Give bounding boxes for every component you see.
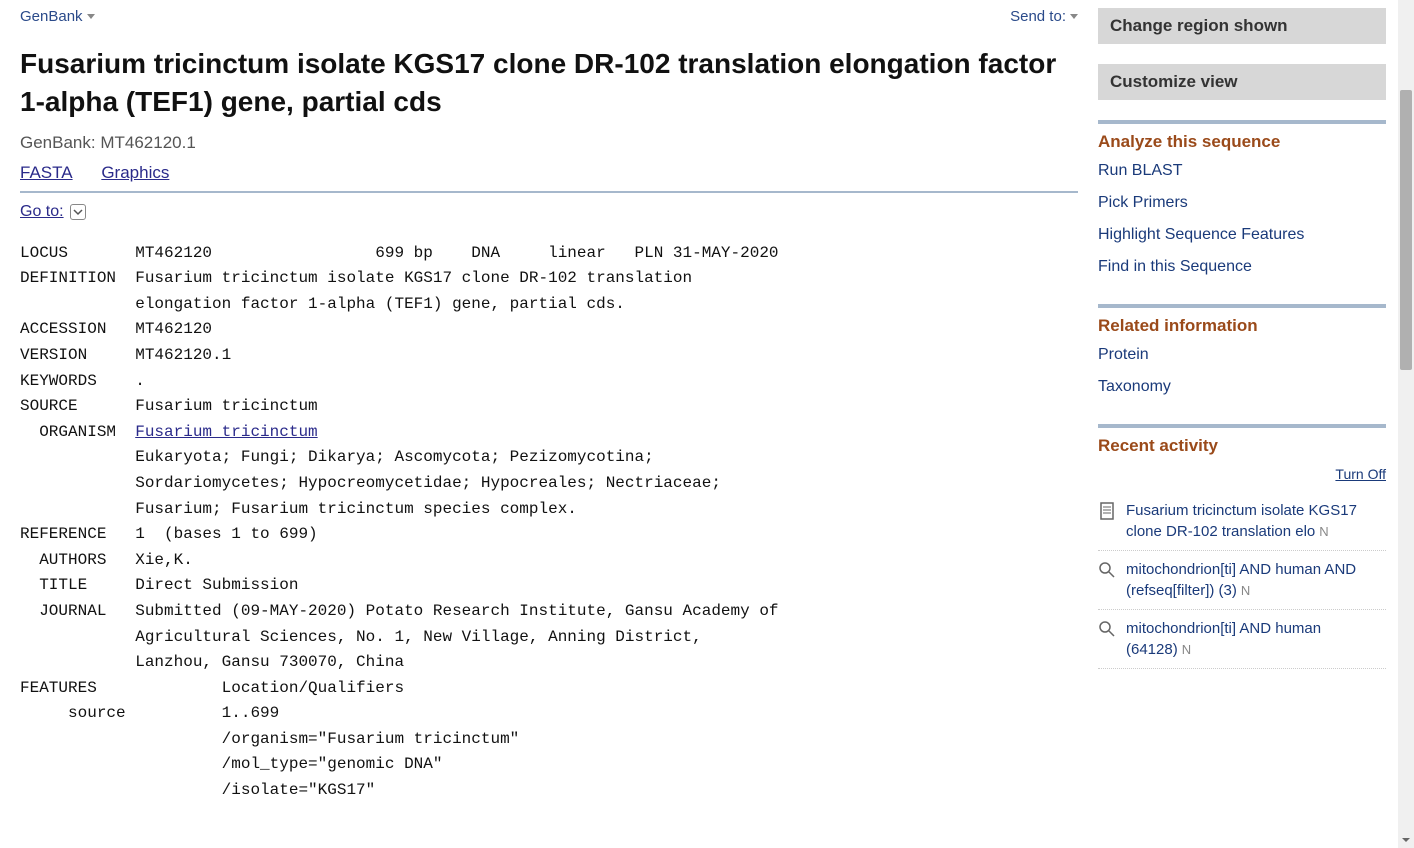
format-links: FASTA Graphics [20, 163, 1078, 183]
scrollbar[interactable] [1398, 0, 1414, 848]
search-icon [1098, 620, 1116, 638]
main-content: GenBank Send to: Fusarium tricinctum iso… [0, 0, 1098, 848]
scrollbar-thumb[interactable] [1400, 90, 1412, 370]
recent-section: Recent activity Turn Off Fusarium tricin… [1098, 424, 1386, 669]
recent-heading: Recent activity [1098, 436, 1386, 456]
protein-link[interactable]: Protein [1098, 346, 1149, 363]
scroll-down-icon[interactable] [1398, 832, 1414, 848]
graphics-link[interactable]: Graphics [101, 163, 169, 182]
recent-item[interactable]: mitochondrion[ti] AND human AND (refseq[… [1098, 551, 1386, 610]
document-icon [1098, 502, 1116, 520]
send-to-dropdown[interactable]: Send to: [1010, 8, 1078, 25]
format-send-row: GenBank Send to: [20, 8, 1078, 25]
divider [20, 191, 1078, 193]
recent-link[interactable]: mitochondrion[ti] AND human (64128) [1126, 620, 1321, 658]
chevron-down-icon [87, 14, 95, 19]
change-region-panel[interactable]: Change region shown [1098, 8, 1386, 44]
search-icon [1098, 561, 1116, 579]
recent-item[interactable]: mitochondrion[ti] AND human (64128)N [1098, 610, 1386, 669]
sidebar: Change region shown Customize view Analy… [1098, 0, 1398, 848]
page-title: Fusarium tricinctum isolate KGS17 clone … [20, 45, 1078, 121]
analyze-section: Analyze this sequence Run BLAST Pick Pri… [1098, 120, 1386, 276]
organism-link[interactable]: Fusarium tricinctum [135, 423, 317, 441]
accession-subtitle: GenBank: MT462120.1 [20, 133, 1078, 153]
pick-primers-link[interactable]: Pick Primers [1098, 194, 1188, 211]
related-section: Related information Protein Taxonomy [1098, 304, 1386, 396]
run-blast-link[interactable]: Run BLAST [1098, 162, 1182, 179]
format-dropdown[interactable]: GenBank [20, 8, 95, 25]
goto-dropdown[interactable]: Go to: [20, 203, 1078, 221]
taxonomy-link[interactable]: Taxonomy [1098, 378, 1171, 395]
genbank-record: LOCUS MT462120 699 bp DNA linear PLN 31-… [20, 241, 1078, 804]
chevron-down-icon [1070, 14, 1078, 19]
format-label: GenBank [20, 8, 83, 25]
goto-label: Go to: [20, 203, 64, 221]
find-in-sequence-link[interactable]: Find in this Sequence [1098, 258, 1252, 275]
customize-view-panel[interactable]: Customize view [1098, 64, 1386, 100]
highlight-features-link[interactable]: Highlight Sequence Features [1098, 226, 1304, 243]
related-heading: Related information [1098, 316, 1386, 336]
turn-off-link[interactable]: Turn Off [1335, 466, 1386, 482]
recent-item[interactable]: Fusarium tricinctum isolate KGS17 clone … [1098, 492, 1386, 551]
analyze-heading: Analyze this sequence [1098, 132, 1386, 152]
fasta-link[interactable]: FASTA [20, 163, 73, 182]
send-to-label: Send to: [1010, 8, 1066, 25]
chevron-down-icon [70, 204, 86, 220]
